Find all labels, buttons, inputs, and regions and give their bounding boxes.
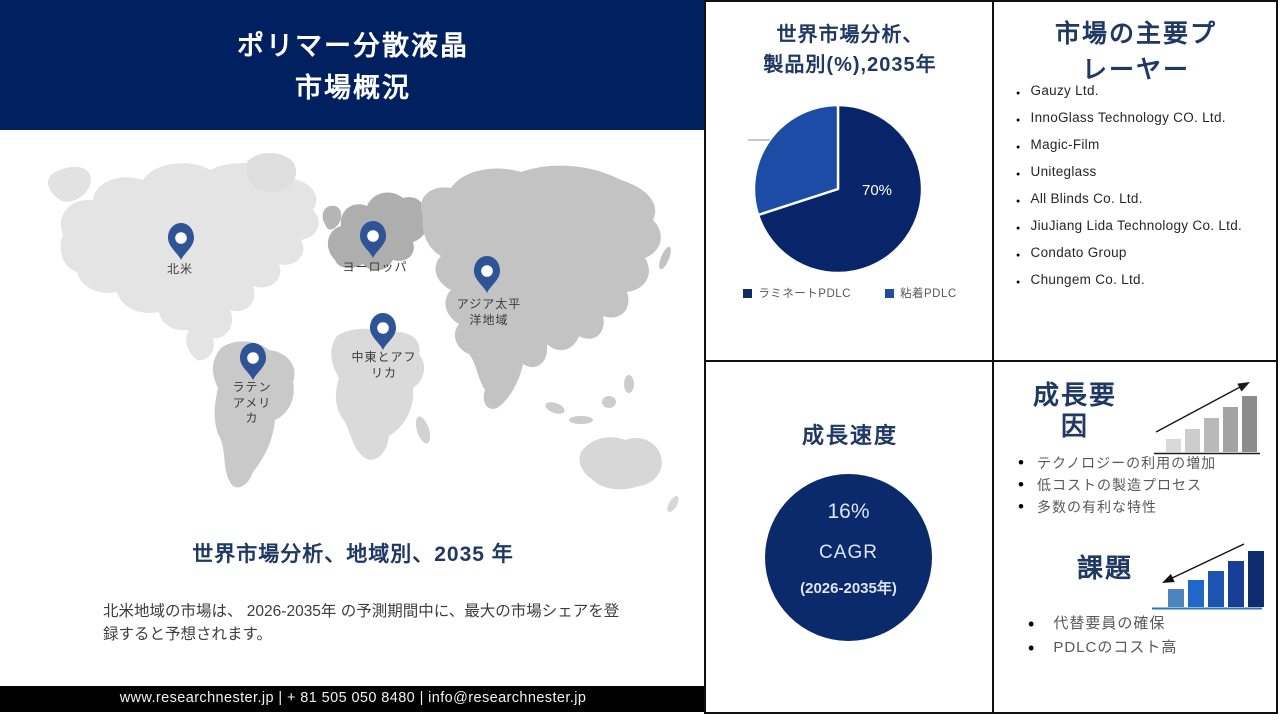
continent-africa <box>331 328 425 460</box>
divider-vertical-right <box>1276 0 1278 714</box>
legend-label: ラミネートPDLC <box>758 288 851 300</box>
continent-south-america <box>212 341 295 488</box>
island-new-zealand <box>667 495 679 513</box>
continent-shapes <box>47 153 679 513</box>
region-description: 北米地域の市場は、 2026-2035年 の予測期間中に、最大の市場シェアを登録… <box>103 603 620 644</box>
list-item: 低コストの製造プロセス <box>1016 474 1268 496</box>
challenges-bars-icon <box>1152 543 1264 610</box>
divider-horizontal-bottom <box>704 712 1278 714</box>
growth-factors-title: 成長要 因 <box>1032 380 1117 442</box>
region-label-asia-pacific: アジア太平 洋地域 <box>456 297 522 327</box>
map-pins <box>168 221 500 380</box>
map-pin-icon <box>370 313 396 350</box>
product-chart-title: 世界市場分析、 製品別(%),2035年 <box>763 24 937 76</box>
list-item: テクノロジーの利用の増加 <box>1016 452 1268 474</box>
region-label-europe: ヨーロッパ <box>342 260 408 274</box>
island-philippines <box>624 375 634 393</box>
growth-rate-title: 成長速度 <box>801 423 898 448</box>
map-pin-icon <box>168 223 194 260</box>
growth-value: 16% <box>827 500 870 523</box>
footer-contact-text: www.researchnester.jp | + 81 505 050 848… <box>119 690 587 706</box>
list-item: Gauzy Ltd. <box>1016 84 1272 101</box>
pie-slice-laminate <box>756 103 924 275</box>
pie-value-label: 70% <box>862 182 893 199</box>
list-item: Magic-Film <box>1016 138 1272 155</box>
growth-factors-list: テクノロジーの利用の増加 低コストの製造プロセス 多数の有利な特性 <box>1016 452 1268 518</box>
list-item: Condato Group <box>1016 246 1272 263</box>
growth-period: (2026-2035年) <box>800 580 897 597</box>
map-pin-icon <box>360 221 386 258</box>
continent-madagascar <box>415 416 431 444</box>
key-players-title: 市場の主要プ レーヤー <box>1054 20 1217 85</box>
continent-australia <box>579 437 662 490</box>
continent-asia <box>420 165 661 409</box>
list-item: 多数の有利な特性 <box>1016 496 1268 518</box>
continent-uk <box>322 205 342 230</box>
legend-label: 粘着PDLC <box>900 288 957 300</box>
pie-chart <box>748 103 924 275</box>
growth-metric: CAGR <box>819 542 878 563</box>
divider-vertical-left <box>704 0 706 714</box>
key-players-list: Gauzy Ltd. InnoGlass Technology CO. Ltd.… <box>1016 84 1272 300</box>
divider-vertical-middle <box>992 0 994 714</box>
map-pin-icon <box>474 256 500 293</box>
page-title: ポリマー分散液晶 市場概況 <box>237 31 469 103</box>
world-map <box>47 153 679 513</box>
header-banner <box>0 0 706 130</box>
list-item: InnoGlass Technology CO. Ltd. <box>1016 111 1272 128</box>
divider-horizontal-top <box>704 0 1278 2</box>
legend-item: ラミネートPDLC <box>743 285 851 301</box>
list-item: Chungem Co. Ltd. <box>1016 273 1272 290</box>
legend-swatch <box>885 288 894 298</box>
pie-slice-adhesive <box>752 103 840 217</box>
legend-swatch <box>743 288 753 298</box>
region-label-latin-america: ラテン アメリ カ <box>232 380 272 426</box>
region-label-middle-east-africa: 中東とアフ リカ <box>351 350 417 380</box>
list-item: 代替要員の確保 <box>1026 612 1272 636</box>
list-item: JiuJiang Lida Technology Co. Ltd. <box>1016 219 1272 236</box>
list-item: PDLCのコスト高 <box>1026 636 1272 660</box>
island-borneo <box>602 396 616 408</box>
continent-alaska <box>47 166 91 202</box>
divider-horizontal-middle <box>704 360 1278 362</box>
island-java <box>569 416 593 424</box>
list-item: Uniteglass <box>1016 165 1272 182</box>
growth-rate-circle: 16% CAGR (2026-2035年) <box>765 474 932 641</box>
challenges-title: 課題 <box>1076 553 1133 583</box>
island-japan <box>659 246 671 270</box>
pie-legend: ラミネートPDLC 粘着PDLC <box>706 285 994 301</box>
regional-heading: 世界市場分析、地域別、2035 年 <box>192 543 514 566</box>
challenges-list: 代替要員の確保 PDLCのコスト高 <box>1026 612 1272 660</box>
map-pin-icon <box>240 343 266 380</box>
legend-item: 粘着PDLC <box>885 285 957 301</box>
region-label-north-america: 北米 <box>166 262 193 276</box>
growth-bars-icon <box>1154 382 1260 455</box>
island-sumatra <box>545 402 565 414</box>
footer-bar <box>0 686 706 712</box>
list-item: All Blinds Co. Ltd. <box>1016 192 1272 209</box>
continent-north-america <box>60 163 319 361</box>
continent-greenland <box>247 153 297 193</box>
